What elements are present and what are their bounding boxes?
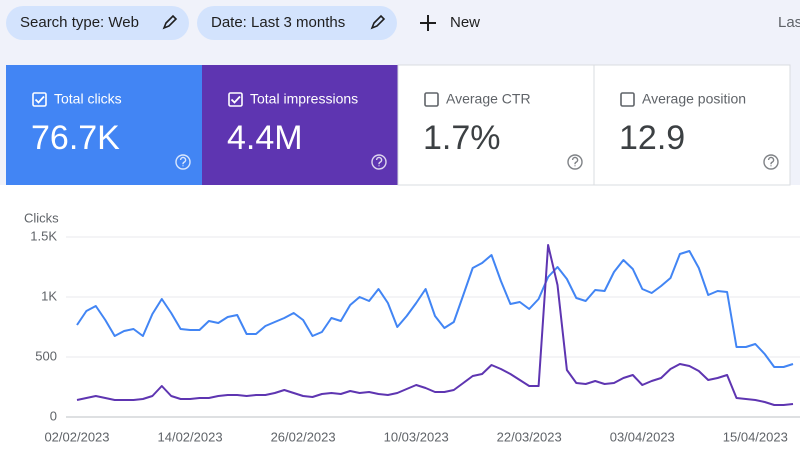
help-icon[interactable] (175, 154, 191, 170)
x-tick-label: 02/02/2023 (44, 429, 109, 444)
y-tick-label: 1.5K (30, 228, 57, 243)
checkbox (620, 92, 635, 107)
checkmark (34, 95, 45, 104)
y-tick-label: 0 (50, 408, 57, 423)
checkbox (32, 92, 47, 107)
metric-value: 1.7% (423, 119, 501, 157)
y-axis-label: Clicks (24, 210, 59, 225)
x-tick-label: 10/03/2023 (384, 429, 449, 444)
last-updated: Las (778, 14, 800, 31)
x-tick-label: 22/03/2023 (497, 429, 562, 444)
series-line (76, 250, 794, 368)
x-tick-label: 26/02/2023 (271, 429, 336, 444)
checkmark (230, 95, 241, 104)
help-glyph (767, 156, 775, 167)
metric-value: 76.7K (31, 119, 120, 157)
metric-label: Total impressions (250, 91, 358, 107)
metric-value: 4.4M (227, 119, 303, 157)
metric-card[interactable] (202, 65, 398, 185)
help-icon[interactable] (763, 154, 779, 170)
checkbox (228, 92, 243, 107)
help-glyph (179, 156, 187, 167)
edit-icon (162, 14, 178, 30)
series-line (76, 244, 794, 406)
metric-label: Average CTR (446, 91, 531, 107)
help-glyph (571, 156, 579, 167)
help-icon[interactable] (567, 154, 583, 170)
y-tick-label: 500 (35, 348, 57, 363)
edit-icon (370, 14, 386, 30)
x-tick-label: 15/04/2023 (723, 429, 788, 444)
y-tick-label: 1K (41, 288, 57, 303)
filter-chip[interactable] (6, 6, 189, 40)
x-tick-label: 14/02/2023 (158, 429, 223, 444)
metric-card[interactable] (593, 64, 791, 186)
filter-chip[interactable] (197, 6, 397, 40)
new-button[interactable]: New (450, 14, 480, 31)
help-glyph (375, 156, 383, 167)
toolbar: Search type: Web Date: Last 3 months New… (6, 6, 800, 40)
metric-label: Average position (642, 91, 746, 107)
chip-label: Search type: Web (20, 14, 139, 31)
help-icon[interactable] (371, 154, 387, 170)
checkbox (424, 92, 439, 107)
chart-panel (0, 185, 800, 456)
x-tick-label: 03/04/2023 (610, 429, 675, 444)
metric-label: Total clicks (54, 91, 122, 107)
metric-card[interactable] (6, 65, 202, 185)
plus-icon (420, 15, 436, 31)
metric-value: 12.9 (619, 119, 685, 157)
chip-label: Date: Last 3 months (211, 14, 345, 31)
